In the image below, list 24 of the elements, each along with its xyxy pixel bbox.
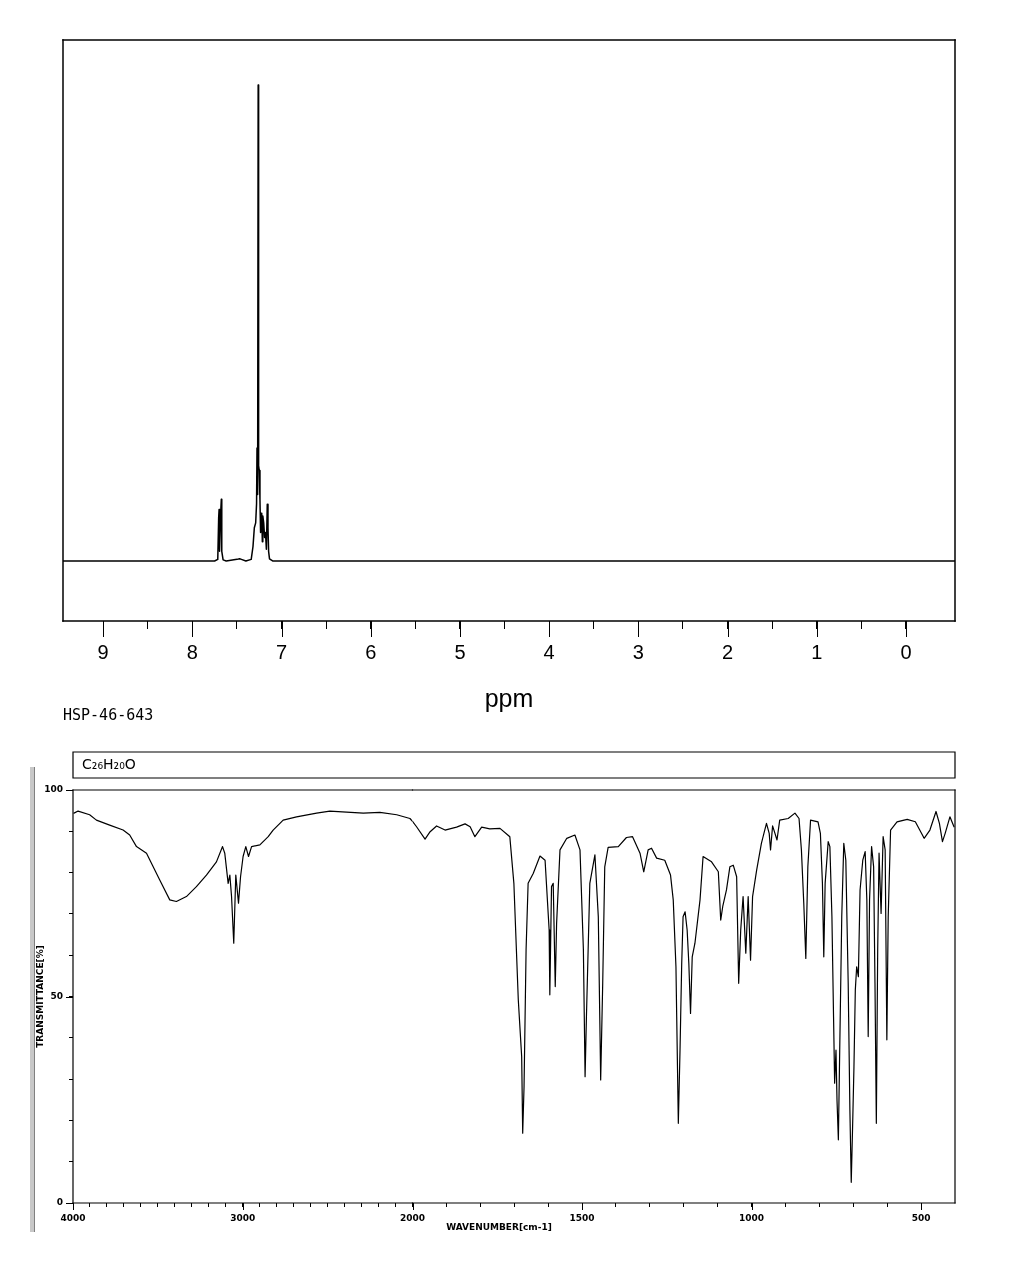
x-tick-label: 7 bbox=[275, 640, 288, 663]
x-tick-label: 9 bbox=[97, 640, 109, 663]
y-tick-label: 50 bbox=[50, 990, 63, 1001]
y-tick-label: 100 bbox=[44, 784, 63, 795]
x-tick-label: 2 bbox=[721, 640, 734, 663]
x-tick-label: 8 bbox=[186, 640, 198, 663]
x-tick-label: 1 bbox=[811, 640, 823, 663]
x-tick-label: 5 bbox=[454, 640, 466, 663]
x-tick-label: 1500 bbox=[569, 1212, 595, 1223]
chart-title: C₂₆H₂₀O bbox=[82, 755, 136, 772]
y-axis-title: TRANSMITTANCE[%] bbox=[35, 945, 46, 1048]
x-tick-label: 4 bbox=[543, 640, 555, 663]
x-axis-title: ppm bbox=[484, 683, 534, 712]
y-tick-label: 0 bbox=[56, 1197, 63, 1208]
x-tick-label: 3 bbox=[632, 640, 644, 663]
x-tick-label: 4000 bbox=[60, 1212, 86, 1223]
x-axis-title: WAVENUMBER[cm-1] bbox=[446, 1222, 552, 1233]
text: HSP-46-643 bbox=[63, 705, 154, 724]
x-tick-label: 6 bbox=[365, 640, 377, 663]
x-tick-label: 3000 bbox=[230, 1212, 256, 1223]
x-tick-label: 500 bbox=[911, 1212, 931, 1223]
x-tick-label: 0 bbox=[900, 640, 912, 663]
x-tick-label: 1000 bbox=[739, 1212, 765, 1223]
x-tick-label: 2000 bbox=[399, 1212, 426, 1223]
